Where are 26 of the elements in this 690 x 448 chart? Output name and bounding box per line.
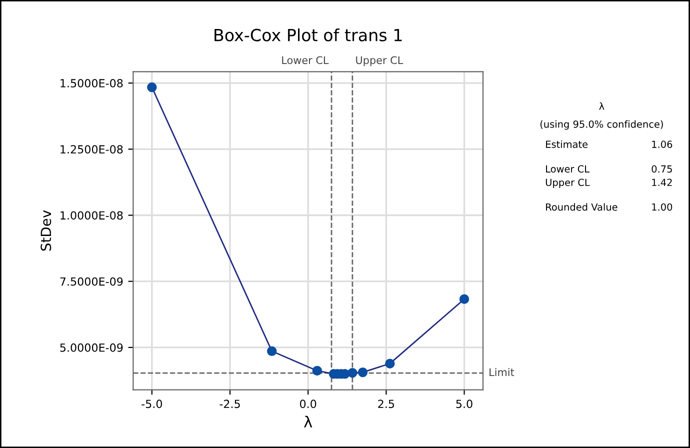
ref-line-label: Lower CL: [282, 56, 329, 64]
chart-title: Box-Cox Plot of trans 1: [214, 28, 402, 42]
ref-line-label: Limit: [490, 368, 514, 376]
x-tick-label: 0.0: [300, 400, 316, 408]
text: 1.00: [652, 203, 672, 211]
y-tick-label: 1.5000E-08: [60, 79, 123, 88]
x-tick-label: -5.0: [142, 400, 162, 408]
x-tick-label: 2.5: [378, 400, 394, 408]
y-tick-label: 1.0000E-08: [60, 211, 123, 220]
text: Rounded Value: [546, 203, 618, 211]
text: Lower CL: [546, 165, 590, 173]
ref-line-label: Upper CL: [356, 56, 404, 66]
text: Estimate: [546, 140, 588, 148]
text: Upper CL: [546, 178, 590, 188]
text: 1.42: [652, 178, 672, 186]
text: 0.75: [652, 165, 672, 173]
y-axis-title: StDev: [40, 210, 52, 251]
x-tick-label: 5.0: [456, 400, 472, 408]
x-axis-title: λ: [304, 416, 312, 428]
y-tick-label: 5.0000E-09: [60, 343, 123, 352]
text: λ: [599, 102, 604, 110]
text: 1.06: [652, 140, 672, 148]
x-tick-label: -2.5: [220, 400, 240, 408]
y-tick-label: 7.5000E-09: [60, 277, 123, 286]
y-tick-label: 1.2500E-08: [60, 145, 123, 154]
text: (using 95.0% confidence): [540, 120, 663, 130]
